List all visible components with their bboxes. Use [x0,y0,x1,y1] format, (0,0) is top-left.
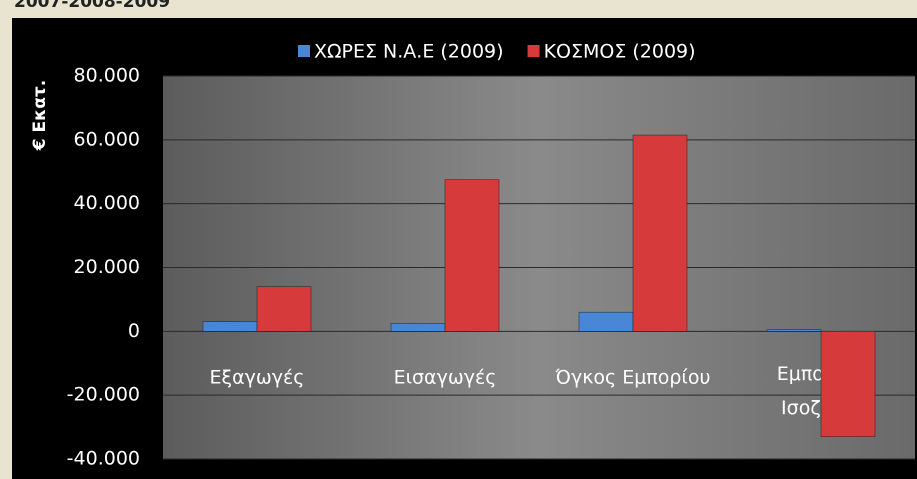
heading: 2007-2008-2009 [14,0,170,12]
legend-label: ΚΟΣΜΟΣ (2009) [544,41,696,63]
x-tick-label: Εισαγωγές [394,367,497,389]
bar [766,329,822,332]
legend-swatch [298,45,310,57]
x-tick-label: Όγκος Εμπορίου [555,367,711,389]
bar [202,321,258,332]
legend-swatch [527,45,540,57]
y-tick-label: 0 [128,320,140,342]
bar [632,134,688,332]
y-tick-label: -20.000 [67,384,140,406]
x-tick-label: Εξαγωγές [210,367,305,389]
bar [820,331,876,437]
legend-label: ΧΩΡΕΣ Ν.Α.Ε (2009) [314,41,504,63]
y-tick-label: 40.000 [74,192,140,214]
bar [578,311,634,332]
bar [390,323,446,332]
bar [256,286,312,332]
bar [444,179,500,332]
y-tick-label: 20.000 [74,256,140,278]
y-axis-label: € Εκατ. [30,80,50,151]
y-tick-label: 60.000 [74,128,140,150]
y-tick-label: 80.000 [74,65,140,87]
y-tick-label: -40.000 [67,448,140,470]
